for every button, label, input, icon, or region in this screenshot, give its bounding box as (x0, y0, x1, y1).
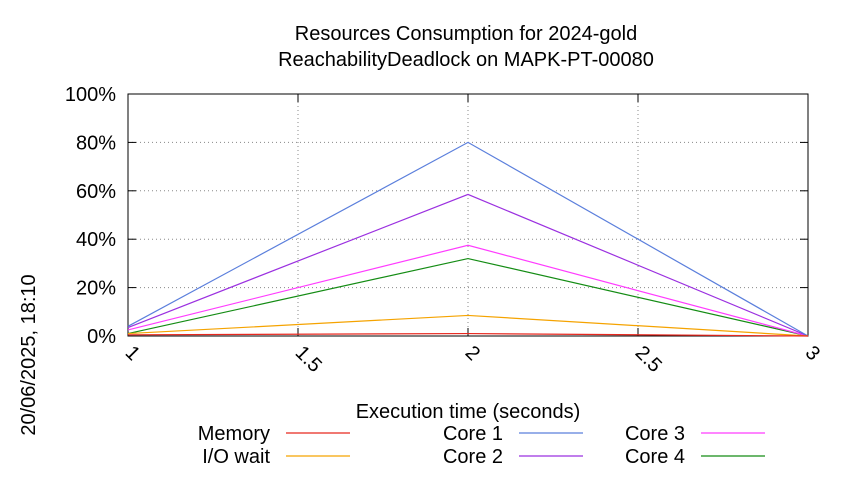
x-tick-label: 1 (121, 342, 144, 365)
y-tick-label: 60% (76, 181, 116, 203)
chart-subtitle: ReachabilityDeadlock on MAPK-PT-00080 (278, 49, 654, 71)
y-tick-labels: 0% 20% 40% 60% 80% 100% (65, 84, 116, 348)
x-axis-label: Execution time (seconds) (356, 401, 581, 423)
grid-lines (127, 93, 809, 337)
series-lines (127, 141, 809, 337)
y-tick-label: 100% (65, 84, 116, 106)
legend-label-core-1: Core 1 (443, 423, 503, 445)
legend-label-core-3: Core 3 (625, 423, 685, 445)
y-tick-label: 40% (76, 229, 116, 251)
x-tick-labels: 1 1.5 2 2.5 3 (121, 342, 824, 377)
y-tick-label: 80% (76, 132, 116, 154)
legend-label-core-4: Core 4 (625, 446, 685, 468)
series-line-core-2 (127, 193, 809, 337)
legend-label-i-o-wait: I/O wait (202, 446, 270, 468)
chart-title: Resources Consumption for 2024-gold (295, 23, 637, 45)
y-tick-label: 0% (87, 326, 116, 348)
x-tick-label: 3 (801, 342, 824, 365)
series-line-memory (127, 332, 809, 337)
legend-label-memory: Memory (198, 423, 270, 445)
legend-label-core-2: Core 2 (443, 446, 503, 468)
series-line-core-1 (127, 141, 809, 337)
x-tick-label: 1.5 (291, 342, 326, 377)
series-line-core-3 (127, 244, 809, 337)
series-line-core-4 (127, 257, 809, 337)
y-tick-label: 20% (76, 278, 116, 300)
x-tick-label: 2.5 (631, 342, 666, 377)
plot-frame (127, 93, 809, 337)
x-tick-label: 2 (461, 342, 484, 365)
series-line-i-o-wait (127, 314, 809, 337)
timestamp-label: 20/06/2025, 18:10 (18, 274, 40, 435)
